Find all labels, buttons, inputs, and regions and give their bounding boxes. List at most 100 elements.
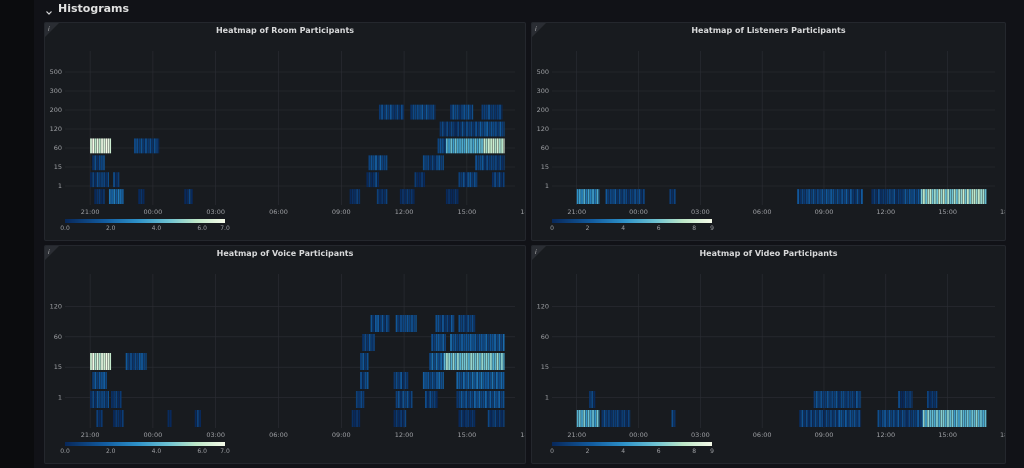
heatmap-cell[interactable] xyxy=(199,410,201,427)
heatmap-cell[interactable] xyxy=(474,334,477,351)
heatmap-cell[interactable] xyxy=(978,189,980,204)
heatmap-cell[interactable] xyxy=(439,138,442,154)
heatmap-cell[interactable] xyxy=(149,138,152,154)
heatmap-cell-group[interactable] xyxy=(437,138,446,154)
heatmap-cell[interactable] xyxy=(469,391,472,408)
heatmap-cell[interactable] xyxy=(483,334,485,351)
heatmap-cell[interactable] xyxy=(810,189,813,204)
heatmap-cell[interactable] xyxy=(487,353,490,370)
heatmap-cell[interactable] xyxy=(90,172,92,188)
heatmap-cell[interactable] xyxy=(494,138,497,154)
heatmap-cell[interactable] xyxy=(915,189,918,204)
heatmap-cell[interactable] xyxy=(461,104,463,120)
heatmap-cell[interactable] xyxy=(576,189,579,204)
heatmap-cell[interactable] xyxy=(360,372,362,389)
heatmap-cell[interactable] xyxy=(489,391,492,408)
heatmap-cell[interactable] xyxy=(98,172,101,188)
heatmap-cell[interactable] xyxy=(425,372,427,389)
heatmap-cell[interactable] xyxy=(431,353,434,370)
heatmap-cell[interactable] xyxy=(456,189,459,204)
heatmap-cell[interactable] xyxy=(430,104,432,120)
heatmap-cell-group[interactable] xyxy=(601,410,631,427)
heatmap-cell[interactable] xyxy=(98,410,101,427)
heatmap-cell[interactable] xyxy=(614,410,617,427)
heatmap-cell[interactable] xyxy=(431,372,434,389)
heatmap-cell[interactable] xyxy=(107,138,110,154)
heatmap-cell[interactable] xyxy=(366,334,369,351)
heatmap-cell[interactable] xyxy=(423,172,425,188)
heatmap-cell[interactable] xyxy=(931,189,934,204)
heatmap-cell[interactable] xyxy=(479,121,482,137)
heatmap-cell[interactable] xyxy=(496,410,499,427)
heatmap-cell[interactable] xyxy=(594,189,597,204)
heatmap-cell[interactable] xyxy=(167,410,170,427)
heatmap-cell[interactable] xyxy=(138,189,141,204)
heatmap-cell[interactable] xyxy=(801,410,804,427)
heatmap-cell[interactable] xyxy=(463,372,465,389)
heatmap-cell[interactable] xyxy=(442,315,444,332)
heatmap-cell-group[interactable] xyxy=(425,391,438,408)
heatmap-cell[interactable] xyxy=(576,410,579,427)
heatmap-cell-group[interactable] xyxy=(487,410,505,427)
heatmap-cell-group[interactable] xyxy=(90,391,109,408)
heatmap-cell[interactable] xyxy=(823,410,826,427)
heatmap-cell[interactable] xyxy=(431,155,434,171)
heatmap-cell[interactable] xyxy=(169,410,172,427)
heatmap-cell[interactable] xyxy=(372,155,375,171)
heatmap-cell[interactable] xyxy=(156,138,158,154)
heatmap-cell[interactable] xyxy=(616,189,619,204)
heatmap-cell[interactable] xyxy=(840,410,843,427)
heatmap-cell[interactable] xyxy=(971,410,974,427)
heatmap-cell[interactable] xyxy=(433,334,436,351)
heatmap-cell[interactable] xyxy=(854,189,857,204)
heatmap-cell[interactable] xyxy=(873,189,876,204)
heatmap-cell[interactable] xyxy=(423,104,426,120)
heatmap-cell[interactable] xyxy=(103,372,106,389)
heatmap-cell[interactable] xyxy=(845,189,848,204)
heatmap-cell[interactable] xyxy=(453,315,455,332)
heatmap-cell[interactable] xyxy=(395,391,398,408)
heatmap-cell[interactable] xyxy=(498,334,501,351)
heatmap-cell[interactable] xyxy=(578,410,581,427)
heatmap-cell[interactable] xyxy=(381,104,383,120)
heatmap-cell[interactable] xyxy=(821,189,824,204)
heatmap-cell[interactable] xyxy=(627,189,630,204)
heatmap-cell-group[interactable] xyxy=(422,155,444,171)
heatmap-cell[interactable] xyxy=(356,189,359,204)
heatmap-cell[interactable] xyxy=(119,410,122,427)
heatmap-cell[interactable] xyxy=(360,391,363,408)
heatmap-cell[interactable] xyxy=(496,334,499,351)
heatmap-cell[interactable] xyxy=(497,155,500,171)
heatmap-cell[interactable] xyxy=(92,372,95,389)
heatmap-cell[interactable] xyxy=(922,410,925,427)
heatmap-cell[interactable] xyxy=(882,189,885,204)
heatmap-cell[interactable] xyxy=(593,391,596,408)
heatmap-cell[interactable] xyxy=(625,189,628,204)
heatmap-cell[interactable] xyxy=(440,372,443,389)
info-corner-icon[interactable]: i xyxy=(45,23,59,37)
heatmap-cell[interactable] xyxy=(107,353,110,370)
heatmap-cell[interactable] xyxy=(893,189,896,204)
heatmap-cell[interactable] xyxy=(397,315,400,332)
heatmap-cell[interactable] xyxy=(474,391,476,408)
heatmap-cell[interactable] xyxy=(492,155,495,171)
heatmap-cell[interactable] xyxy=(491,372,494,389)
heatmap-cell[interactable] xyxy=(136,353,139,370)
heatmap-cell-group[interactable] xyxy=(184,189,193,204)
heatmap-cell[interactable] xyxy=(481,104,484,120)
heatmap-cell[interactable] xyxy=(408,391,411,408)
heatmap-cell[interactable] xyxy=(400,410,402,427)
info-corner-icon[interactable]: i xyxy=(45,246,59,260)
heatmap-cell[interactable] xyxy=(852,189,854,204)
heatmap-cell[interactable] xyxy=(107,172,109,188)
heatmap-cell[interactable] xyxy=(370,155,373,171)
heatmap-cell[interactable] xyxy=(931,391,934,408)
heatmap-cell[interactable] xyxy=(490,138,492,154)
heatmap-cell-group[interactable] xyxy=(422,372,444,389)
heatmap-cell[interactable] xyxy=(432,104,435,120)
heatmap-cell[interactable] xyxy=(119,189,122,204)
heatmap-cell[interactable] xyxy=(625,410,628,427)
heatmap-cell[interactable] xyxy=(452,353,455,370)
heatmap-cell-group[interactable] xyxy=(456,391,505,408)
heatmap-cell[interactable] xyxy=(465,372,467,389)
